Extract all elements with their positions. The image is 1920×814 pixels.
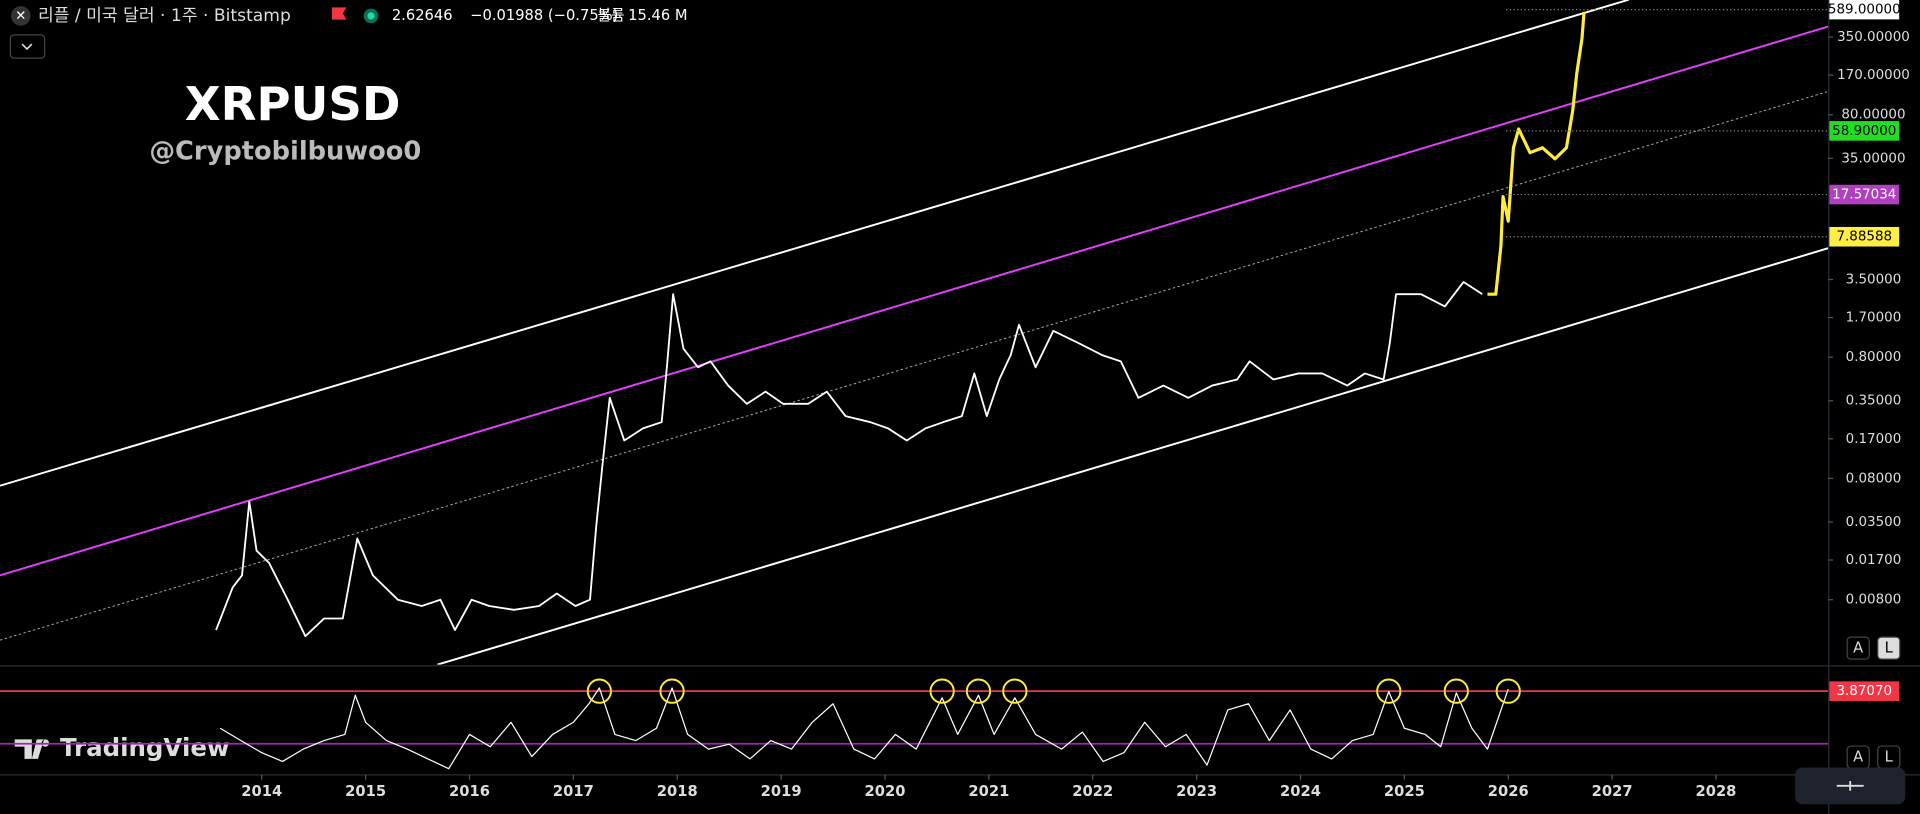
auto-scale-label: A — [1853, 640, 1863, 657]
collapse-button[interactable] — [9, 34, 46, 59]
y-tick-label: 0.35000 — [1846, 394, 1902, 409]
log-scale-label: L — [1885, 640, 1894, 657]
price-change: −0.01988 (−0.75%) — [470, 7, 618, 24]
level-label-box — [1829, 681, 1900, 701]
highlight-circle — [965, 678, 992, 704]
highlight-circle — [1002, 678, 1028, 704]
x-tick-label: 2018 — [657, 783, 698, 800]
x-tick-label: 2025 — [1384, 783, 1425, 800]
last-price: 2.62646 — [392, 7, 453, 24]
y-tick-label: 0.01700 — [1846, 553, 1902, 568]
x-tick-label: 2022 — [1072, 783, 1113, 800]
symbol-title: 리플 / 미국 달러 · 1주 · Bitstamp — [38, 6, 291, 26]
indicator-line — [219, 687, 1509, 770]
chevron-icon — [21, 43, 33, 51]
volume-label: 볼륨 — [598, 7, 625, 24]
x-tick-label: 2015 — [345, 783, 386, 800]
channel-line — [0, 25, 1829, 577]
price-label: 58.90000 — [1832, 124, 1896, 139]
price-label-box — [1829, 226, 1900, 247]
channel-line — [437, 247, 1829, 665]
pane — [0, 678, 1829, 770]
y-tick-label: 0.08000 — [1846, 471, 1902, 486]
price-label-box — [1829, 0, 1900, 20]
y-tick-label: 3.50000 — [1846, 273, 1902, 288]
price-label: 589.00000 — [1828, 3, 1901, 18]
plot-layer: 350.00000 170.00000 80.00000 35.00000 3.5000… — [0, 0, 1910, 800]
branding: TradingView — [60, 733, 230, 762]
price-label-box — [1829, 121, 1900, 141]
y-tick-label: 0.17000 — [1846, 432, 1902, 447]
x-tick-label: 2019 — [761, 783, 802, 800]
highlight-circle — [586, 678, 612, 704]
symbol-icon[interactable] — [11, 6, 31, 26]
x-tick-label: 2021 — [968, 783, 1009, 800]
symbol-icon-glyph: ✕ — [15, 9, 26, 24]
log-scale-button[interactable] — [1877, 636, 1901, 660]
x-tick-label: 2026 — [1488, 783, 1529, 800]
x-tick-label: 2027 — [1592, 783, 1633, 800]
channel-line — [0, 0, 1630, 487]
x-tick-label: 2014 — [241, 783, 282, 800]
y-tick-label: 35.00000 — [1841, 151, 1905, 166]
x-tick-label: 2028 — [1696, 783, 1737, 800]
y-tick-label: 1.70000 — [1846, 311, 1902, 326]
highlight-circle — [1443, 678, 1469, 704]
y-tick-label: 0.00800 — [1846, 593, 1902, 608]
highlight-circle — [1376, 678, 1402, 704]
y-tick-label: 350.00000 — [1837, 30, 1910, 45]
x-tick-label: 2023 — [1176, 783, 1217, 800]
flag-icon[interactable] — [331, 7, 347, 20]
y-tick-label: 170.00000 — [1837, 68, 1910, 83]
time-settings-icon — [1836, 780, 1864, 791]
price-label: 7.88588 — [1836, 230, 1892, 245]
chart-title: XRPUSD — [185, 77, 401, 131]
auto-scale-button[interactable] — [1846, 636, 1870, 660]
auto-scale-label: A — [1853, 749, 1863, 766]
highlight-circle — [659, 678, 685, 704]
status-dot-inner — [367, 12, 375, 20]
x-tick-label: 2024 — [1280, 783, 1321, 800]
log-scale-label: L — [1885, 749, 1894, 766]
level-label: 3.87070 — [1836, 684, 1892, 699]
x-tick-label: 2020 — [865, 783, 906, 800]
pane — [0, 0, 1829, 665]
price-line — [215, 281, 1483, 638]
volume-value: 15.46 M — [628, 7, 687, 24]
x-tick-label: 2017 — [553, 783, 594, 800]
chart-subtitle: @Cryptobilbuwoo0 — [149, 136, 421, 166]
price-label-box — [1829, 184, 1900, 205]
x-tick-label: 2016 — [449, 783, 490, 800]
y-tick-label: 80.00000 — [1841, 108, 1905, 123]
highlight-circle — [929, 678, 955, 704]
price-label: 17.57034 — [1832, 188, 1896, 203]
highlight-circle — [1495, 678, 1521, 704]
price-line — [1487, 11, 1586, 296]
y-tick-label: 0.03500 — [1846, 515, 1902, 530]
y-tick-label: 0.80000 — [1846, 350, 1902, 365]
